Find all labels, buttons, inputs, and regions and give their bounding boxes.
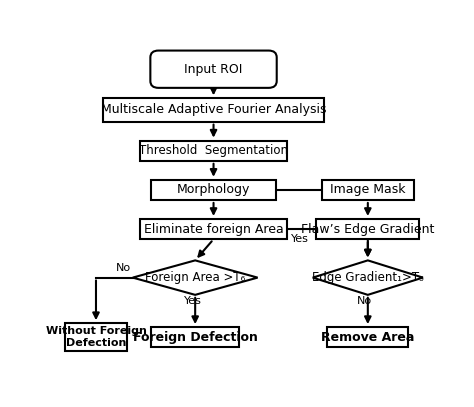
Bar <box>103 98 324 122</box>
Text: Yes: Yes <box>184 296 202 306</box>
Bar <box>65 323 127 351</box>
Text: No: No <box>116 263 131 274</box>
Text: Foreign Area >T₆: Foreign Area >T₆ <box>145 271 245 284</box>
Text: Remove Area: Remove Area <box>321 330 414 344</box>
Bar <box>151 179 276 200</box>
Text: Without Foreign
Defection: Without Foreign Defection <box>46 326 146 348</box>
Text: Multiscale Adaptive Fourier Analysis: Multiscale Adaptive Fourier Analysis <box>101 103 326 116</box>
Text: Threshold  Segmentation: Threshold Segmentation <box>139 144 288 157</box>
Text: No: No <box>357 296 372 306</box>
Bar <box>140 219 287 239</box>
Text: Edge Gradient₁>T₅: Edge Gradient₁>T₅ <box>312 271 424 284</box>
Bar <box>151 327 239 347</box>
Bar <box>140 140 287 161</box>
Text: Input ROI: Input ROI <box>184 63 243 76</box>
Text: Morphology: Morphology <box>177 184 250 196</box>
Bar <box>316 219 419 239</box>
Text: Eliminate foreign Area: Eliminate foreign Area <box>144 223 283 236</box>
Text: Yes: Yes <box>291 234 309 243</box>
Bar <box>328 327 408 347</box>
Text: Flaw’s Edge Gradient: Flaw’s Edge Gradient <box>301 223 435 236</box>
FancyBboxPatch shape <box>150 50 277 88</box>
Polygon shape <box>133 260 258 295</box>
Text: Foreign Defection: Foreign Defection <box>133 330 257 344</box>
Bar <box>322 179 414 200</box>
Text: Image Mask: Image Mask <box>330 184 406 196</box>
Polygon shape <box>313 260 423 295</box>
